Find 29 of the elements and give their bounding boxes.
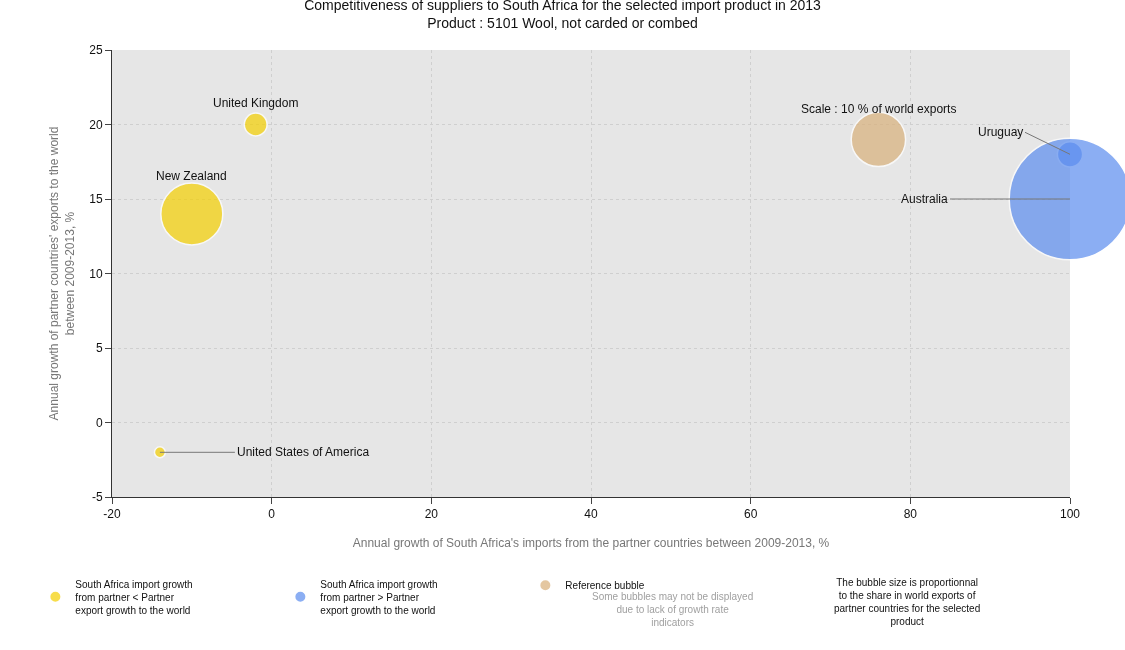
x-tick-label: 40	[584, 507, 598, 522]
y-tick-label: 10	[89, 266, 103, 281]
annotation: United Kingdom	[213, 96, 299, 110]
y-axis-title: Annual growth of partner countries' exports to the world between 2009-2013, %	[46, 126, 77, 421]
x-tick-label: -20	[103, 507, 121, 522]
text: The bubble size is proportionnal to the share in world exports of partner countries for the selected product	[834, 577, 981, 627]
y-tick-label: 25	[89, 43, 103, 58]
annotation: New Zealand	[156, 169, 227, 183]
chart-subtitle: Product : 5101 Wool, not carded or combed	[427, 14, 698, 31]
x-tick-label: 20	[424, 507, 439, 522]
text: Some bubbles may not be displayed due to lack of growth rate indicators	[592, 591, 754, 628]
annotation: United States of America	[237, 445, 370, 459]
legend-label: South Africa import growth from partner > Partner export growth to the world	[320, 578, 438, 616]
annotation: Australia	[901, 192, 949, 206]
x-tick-label: 80	[903, 507, 918, 522]
annotation: Uruguay	[978, 125, 1024, 139]
legend-label: South Africa import growth from partner < Partner export growth to the world	[75, 578, 193, 616]
chart-title: Competitiveness of suppliers to South Africa for the selected import product in 2013	[304, 0, 822, 13]
x-tick-label: 60	[743, 507, 758, 522]
y-tick-label: 20	[89, 117, 103, 132]
y-tick-label: 0	[95, 415, 103, 430]
x-tick-label: 0	[268, 507, 276, 522]
annotation: Scale : 10 % of world exports	[801, 102, 957, 116]
y-tick-label: -5	[91, 490, 103, 505]
x-axis-title: Annual growth of South Africa's imports from the partner countries between 2009-2013, %	[352, 536, 830, 551]
legend-label: Reference bubble	[565, 580, 645, 592]
y-tick-label: 15	[89, 192, 103, 207]
y-tick-label: 5	[95, 341, 103, 356]
x-tick-label: 100	[1059, 507, 1081, 522]
